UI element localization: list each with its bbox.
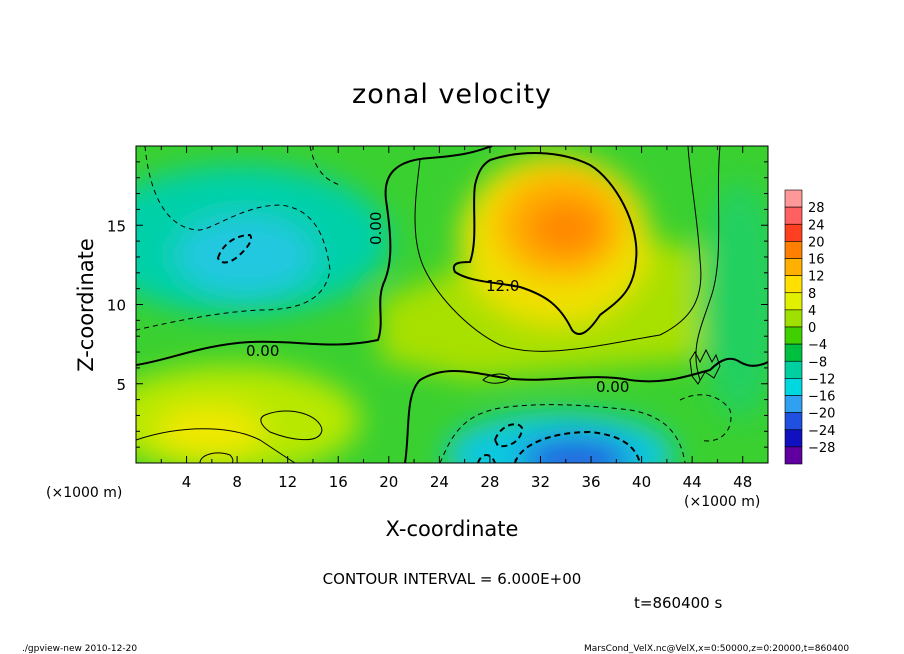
colorbar-label: 20	[808, 235, 825, 250]
colorbar: 28 24 20 16 12 8 4 0 −4 −8 −12 −16 −20 −24 −28	[784, 189, 835, 465]
contour-zero-lower	[404, 357, 768, 463]
time-text: t=860400 s	[634, 594, 722, 612]
y-tick-label: 15	[107, 217, 126, 235]
chart-title: zonal velocity	[352, 79, 552, 110]
contour-label-zero-vertical: 0.00	[367, 212, 385, 245]
contour-neg-lower-loop	[493, 423, 524, 448]
colorbar-segment	[784, 343, 803, 362]
x-tick-label: 4	[182, 473, 192, 491]
colorbar-label: 16	[808, 253, 825, 268]
y-tick-label: 5	[116, 376, 126, 394]
region-neg-lower-core	[520, 438, 630, 463]
colorbar-label: 24	[808, 218, 825, 233]
x-tick-label: 36	[581, 473, 600, 491]
contour-labels: 0.00 12.0 0.00 0.00	[246, 212, 629, 396]
contour-lower-left-thin2	[199, 452, 234, 463]
colorbar-segment	[784, 446, 803, 465]
contour-right-thin	[695, 146, 721, 381]
contour-neg-center-small	[482, 373, 511, 384]
region-neg-core-left	[175, 215, 315, 295]
colorbar-label: −20	[808, 407, 835, 422]
colorbar-segment	[784, 429, 803, 448]
y-axis: 5 10 15	[107, 161, 768, 448]
contour-neg-small-loop	[216, 233, 252, 264]
plot-area	[136, 146, 768, 463]
colorbar-segment	[784, 309, 803, 328]
colorbar-segment	[784, 241, 803, 259]
colorbar-label: 12	[808, 270, 825, 285]
colorbar-label: 28	[808, 201, 825, 216]
region-right	[700, 180, 768, 420]
x-axis-unit-left: (×1000 m)	[46, 485, 122, 501]
contour-neg-lower-left	[477, 454, 496, 463]
colorbar-segment	[784, 258, 803, 276]
x-tick-label: 8	[232, 473, 242, 491]
contour-6-thin	[414, 146, 702, 352]
x-tick-label: 48	[733, 473, 752, 491]
footer-left: ./gpview-new 2010-12-20	[22, 644, 137, 654]
colorbar-segment	[784, 223, 803, 242]
x-axis-label: X-coordinate	[386, 517, 519, 541]
colorbar-segment	[784, 206, 803, 225]
colorbar-label: −8	[808, 355, 827, 370]
y-tick-label: 10	[107, 297, 126, 315]
colorbar-segment	[784, 378, 803, 396]
x-tick-label: 20	[379, 473, 398, 491]
contour-lower-left-loop	[260, 410, 323, 441]
region-pos-lowerleft-core	[155, 405, 265, 455]
contour-neg-upperleft-top	[309, 146, 341, 186]
colorbar-segment	[784, 189, 803, 208]
contour-neg-upperleft	[136, 146, 331, 331]
colorbar-segment	[784, 292, 803, 311]
x-tick-label: 24	[430, 473, 449, 491]
contour-label-zero-left: 0.00	[246, 342, 279, 360]
colorbar-label: 8	[808, 287, 816, 302]
contour-label-zero-lower: 0.00	[596, 378, 629, 396]
colorbar-segment	[784, 395, 803, 413]
x-tick-label: 44	[683, 473, 702, 491]
contour-neg-lower	[439, 404, 686, 463]
x-axis-unit-right: (×1000 m)	[684, 494, 760, 510]
colorbar-label: 0	[808, 321, 816, 336]
contour-right-dashed	[679, 394, 732, 442]
contour-12	[452, 152, 638, 335]
colorbar-segment	[784, 412, 803, 431]
x-axis: 4 8 12 16 20 24 28 32 36 40 44 48	[160, 146, 752, 491]
contour-lower-left-thin	[136, 428, 296, 463]
colorbar-label: −4	[808, 338, 827, 353]
contour-label-12: 12.0	[486, 277, 519, 295]
x-tick-label: 28	[480, 473, 499, 491]
colorbar-label: −12	[808, 372, 835, 387]
colorbar-label: 4	[808, 304, 816, 319]
colorbar-label: −16	[808, 390, 835, 405]
colorbar-segment	[784, 360, 803, 379]
region-pos-jet-max	[527, 200, 603, 256]
footer-right: MarsCond_VelX.nc@VelX,x=0:50000,z=0:2000…	[584, 644, 849, 654]
colorbar-label: −28	[808, 441, 835, 456]
contour-interval-text: CONTOUR INTERVAL = 6.000E+00	[323, 570, 582, 588]
y-axis-label: Z-coordinate	[74, 238, 98, 372]
contour-neg-lower-inner	[514, 430, 641, 463]
contour-lines	[136, 146, 768, 463]
colorbar-segment	[784, 275, 803, 294]
contour-right-ragged	[689, 348, 721, 385]
colorbar-label: −24	[808, 424, 835, 439]
x-tick-label: 40	[632, 473, 651, 491]
contour-zero-left	[136, 146, 493, 366]
x-tick-label: 16	[329, 473, 348, 491]
colorbar-segment	[784, 326, 803, 345]
x-tick-label: 32	[531, 473, 550, 491]
x-tick-label: 12	[278, 473, 297, 491]
